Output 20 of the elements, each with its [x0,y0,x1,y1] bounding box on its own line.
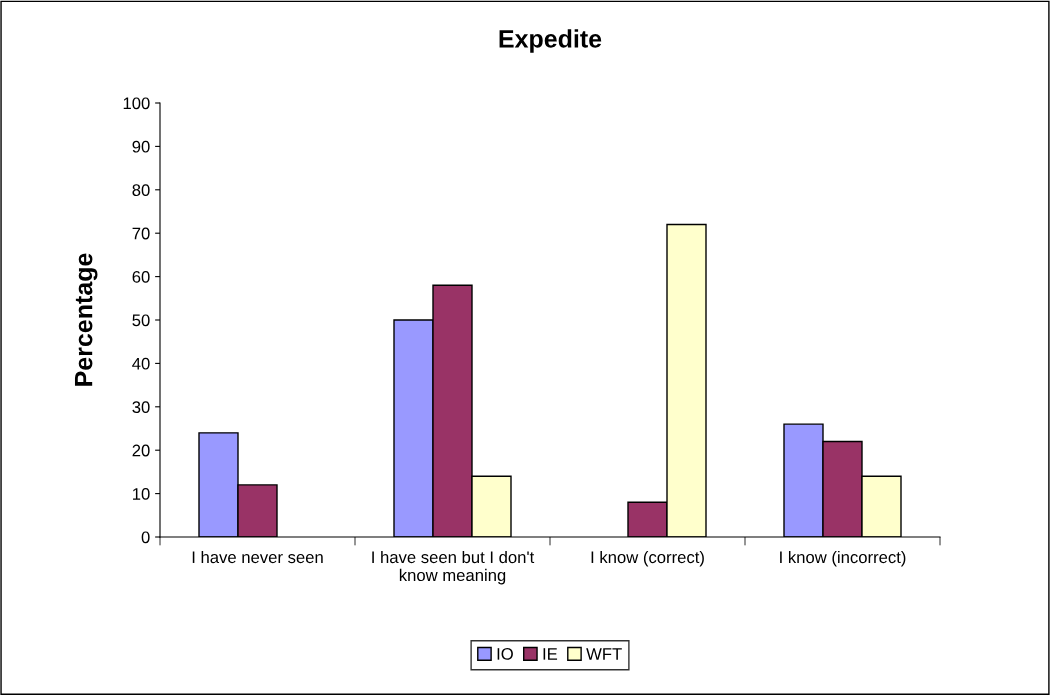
legend-label: WFT [586,648,622,660]
x-tick-label: I know (incorrect) [780,550,906,567]
x-tick-label: I have never seen [192,550,323,564]
y-tick-label: 10 [133,488,150,500]
y-tick-label: 40 [132,357,150,370]
y-tick-label: 60 [132,271,150,283]
y-tick-label: 90 [132,140,150,153]
legend-label: IO [497,648,513,660]
y-tick-label: 100 [123,97,150,110]
legend-label: IE [543,648,558,660]
y-tick-label: 30 [132,401,150,413]
y-tick-label: 50 [132,314,150,327]
x-tick-label: I know (correct) [591,550,704,567]
y-axis-title: Percentage [74,253,98,386]
chart-title: Expedite [499,29,602,53]
x-tick-label: I have seen but I don't know meaning [372,550,535,585]
y-tick-label: 0 [141,531,150,544]
y-tick-label: 20 [132,444,150,457]
y-tick-label: 70 [132,227,150,240]
y-tick-label: 80 [132,184,150,196]
